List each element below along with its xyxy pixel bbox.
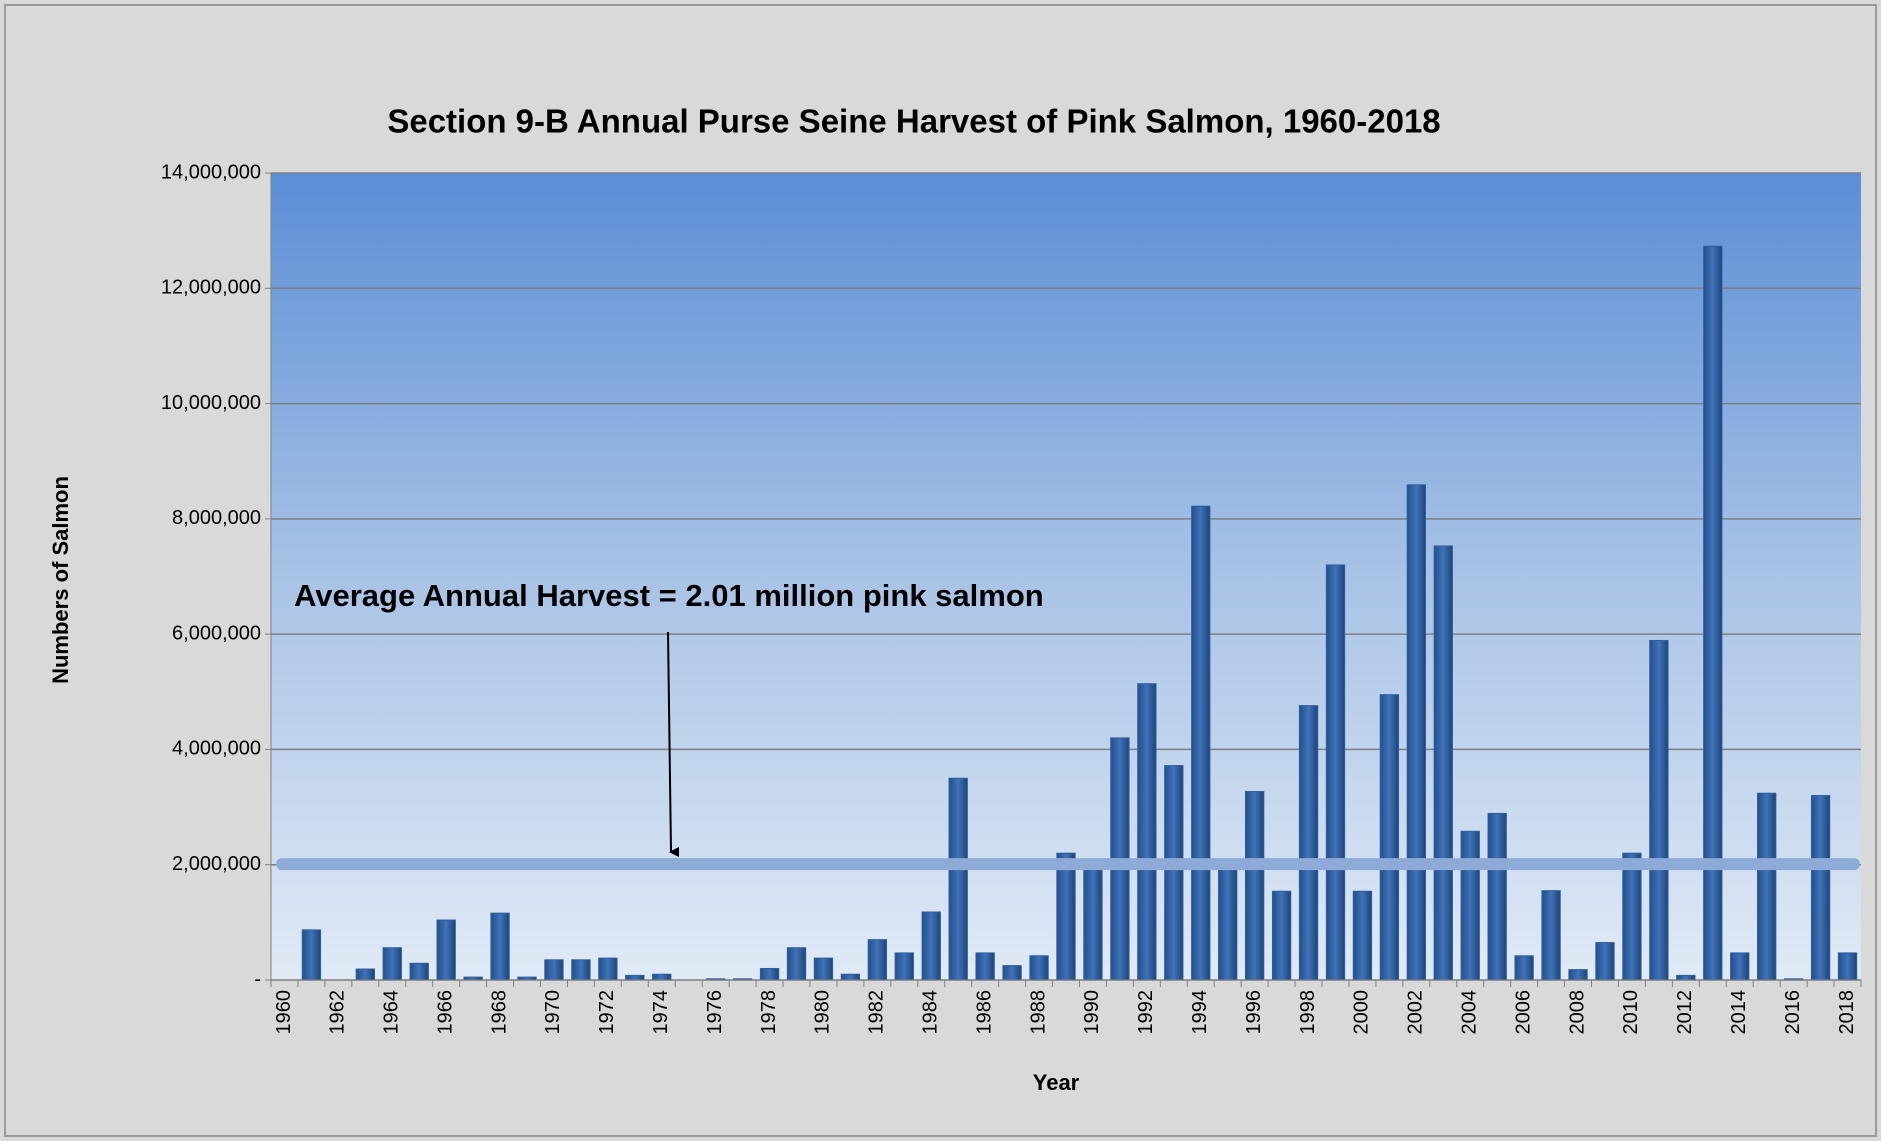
y-tick-label: 2,000,000 xyxy=(172,853,261,875)
bar xyxy=(1433,545,1453,981)
y-axis-label: Numbers of Salmon xyxy=(48,476,73,684)
bar xyxy=(1676,974,1696,981)
y-tick-label: 14,000,000 xyxy=(161,161,261,183)
x-tick-label: 1988 xyxy=(1027,990,1049,1035)
bar xyxy=(1352,890,1373,981)
x-tick-label: 2018 xyxy=(1836,990,1858,1035)
x-axis-label: Year xyxy=(1033,1070,1080,1095)
bar xyxy=(1002,965,1022,981)
bar xyxy=(1029,955,1049,981)
bar xyxy=(759,967,780,981)
x-tick-label: 1990 xyxy=(1081,990,1103,1035)
bar xyxy=(598,957,618,981)
x-tick-label: 2002 xyxy=(1405,990,1427,1035)
bar xyxy=(948,777,968,981)
x-tick-label: 1994 xyxy=(1189,990,1211,1035)
bar xyxy=(301,929,322,981)
bar xyxy=(1649,639,1669,981)
x-tick-label: 1962 xyxy=(327,990,349,1035)
bar xyxy=(1541,890,1561,981)
annotation: Average Annual Harvest = 2.01 million pi… xyxy=(294,578,1044,613)
y-tick-label: 8,000,000 xyxy=(172,507,261,529)
bar xyxy=(1137,683,1157,981)
x-tick-label: 1978 xyxy=(758,990,780,1035)
bar xyxy=(1191,505,1211,981)
bar xyxy=(1056,852,1076,981)
bar xyxy=(1730,952,1750,981)
bar xyxy=(1568,969,1588,981)
bar xyxy=(571,959,591,981)
bar xyxy=(786,947,807,981)
bar xyxy=(1325,564,1346,981)
bar xyxy=(382,947,402,981)
x-tick-label: 1972 xyxy=(596,990,618,1035)
x-tick-label: 2000 xyxy=(1351,990,1373,1035)
bar xyxy=(436,919,456,981)
x-tick-label: 2012 xyxy=(1674,990,1696,1035)
bar xyxy=(867,939,888,981)
x-tick-label: 1980 xyxy=(812,990,834,1035)
bar xyxy=(840,973,861,981)
bar xyxy=(1487,812,1507,981)
chart-title: Section 9-B Annual Purse Seine Harvest o… xyxy=(387,103,1440,140)
x-tick-label: 1968 xyxy=(488,990,510,1035)
bar xyxy=(490,912,510,981)
x-tick-label: 1982 xyxy=(866,990,888,1035)
bar xyxy=(1164,765,1184,981)
bar xyxy=(1083,867,1103,981)
bar xyxy=(1837,952,1858,981)
bar xyxy=(894,952,914,981)
bar xyxy=(1595,942,1615,981)
bar xyxy=(409,962,429,981)
x-tick-label: 1964 xyxy=(381,990,403,1035)
bar xyxy=(544,959,564,981)
bar xyxy=(1271,890,1292,981)
bar xyxy=(625,974,645,981)
x-tick-label: 1966 xyxy=(434,990,456,1035)
bar xyxy=(1622,852,1642,981)
y-tick-label: 12,000,000 xyxy=(161,277,261,299)
x-tick-label: 1974 xyxy=(650,990,672,1035)
bar xyxy=(1298,705,1319,981)
x-tick-label: 2014 xyxy=(1728,990,1750,1035)
y-tick-label: - xyxy=(254,968,261,990)
y-tick-label: 6,000,000 xyxy=(172,622,261,644)
bar xyxy=(1460,830,1480,981)
bar xyxy=(1244,791,1265,981)
annotation-arrow xyxy=(667,631,680,858)
x-tick-label: 1986 xyxy=(973,990,995,1035)
y-tick-label: 4,000,000 xyxy=(172,738,261,760)
bar xyxy=(975,952,995,981)
bar xyxy=(652,973,672,981)
y-tick-label: 10,000,000 xyxy=(161,392,261,414)
x-tick-label: 2008 xyxy=(1566,990,1588,1035)
x-tick-label: 1996 xyxy=(1243,990,1265,1035)
x-tick-label: 2006 xyxy=(1512,990,1534,1035)
x-tick-label: 1960 xyxy=(273,990,295,1035)
bar xyxy=(813,957,834,981)
bar xyxy=(355,968,375,981)
bar xyxy=(1757,792,1777,981)
bar xyxy=(921,911,941,981)
x-tick-label: 2010 xyxy=(1620,990,1642,1035)
bar xyxy=(1379,694,1400,981)
bar xyxy=(1810,795,1831,981)
x-tick-label: 1970 xyxy=(542,990,564,1035)
plot-area xyxy=(271,173,1861,980)
x-tick-label: 1984 xyxy=(920,990,942,1035)
x-tick-label: 2016 xyxy=(1782,990,1804,1035)
bar xyxy=(1514,955,1534,981)
bar xyxy=(1218,867,1238,981)
bar xyxy=(1406,484,1427,981)
x-tick-label: 1976 xyxy=(704,990,726,1035)
x-tick-label: 1992 xyxy=(1135,990,1157,1035)
x-tick-label: 2004 xyxy=(1459,990,1481,1035)
x-tick-label: 1998 xyxy=(1297,990,1319,1035)
